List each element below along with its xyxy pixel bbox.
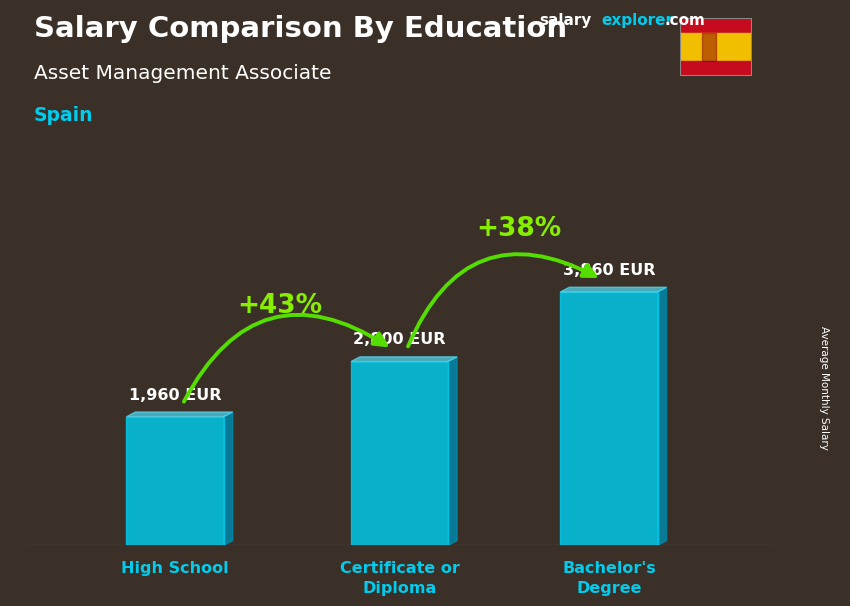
Text: +38%: +38%: [477, 216, 562, 242]
Text: 1,960 EUR: 1,960 EUR: [129, 388, 221, 402]
Text: Salary Comparison By Education: Salary Comparison By Education: [34, 15, 567, 43]
Polygon shape: [224, 412, 233, 545]
Text: +43%: +43%: [237, 293, 322, 319]
Polygon shape: [127, 412, 233, 417]
Text: explorer: explorer: [601, 13, 673, 28]
Text: salary: salary: [540, 13, 592, 28]
Polygon shape: [448, 357, 457, 545]
Polygon shape: [658, 287, 666, 545]
Bar: [560, 292, 658, 545]
Bar: [127, 417, 224, 545]
Text: Average Monthly Salary: Average Monthly Salary: [819, 326, 829, 450]
Text: .com: .com: [665, 13, 706, 28]
Text: 2,800 EUR: 2,800 EUR: [354, 333, 445, 347]
Bar: [680, 18, 752, 33]
Bar: [351, 362, 448, 545]
Polygon shape: [351, 357, 457, 362]
Text: Asset Management Associate: Asset Management Associate: [34, 64, 332, 82]
Text: 3,860 EUR: 3,860 EUR: [563, 263, 655, 278]
Polygon shape: [560, 287, 666, 292]
Text: Spain: Spain: [34, 106, 94, 125]
Bar: [701, 33, 716, 61]
Bar: [680, 33, 752, 61]
Bar: [680, 61, 752, 76]
